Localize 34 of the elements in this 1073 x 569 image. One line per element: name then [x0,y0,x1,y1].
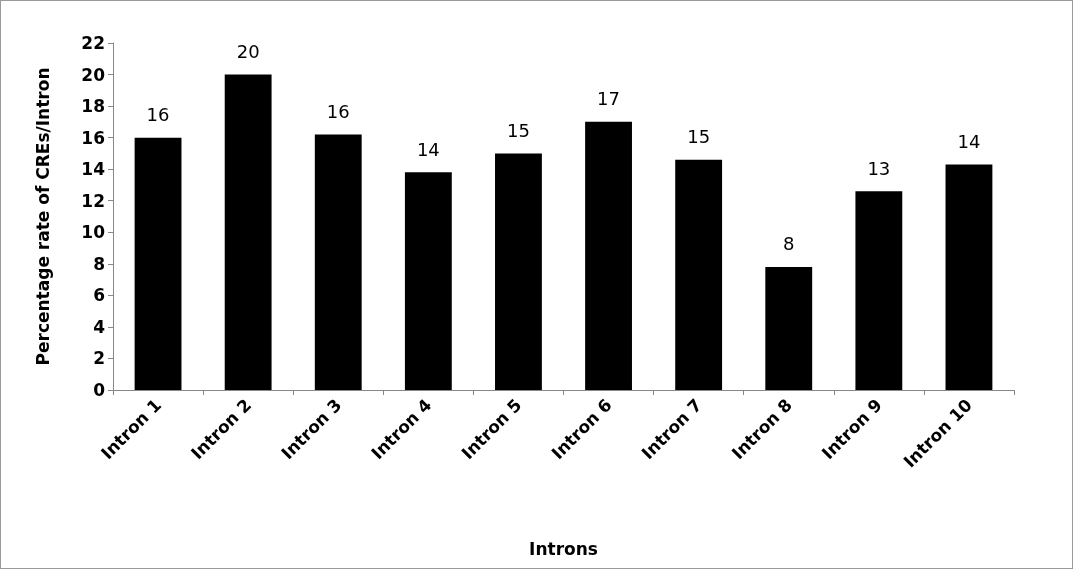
data-label: 13 [867,157,891,179]
bar [224,74,272,390]
y-axis-title: Percentage rate of CREs/Intron [32,67,53,366]
y-tick-label: 2 [93,348,105,369]
bar [314,134,362,390]
bar [855,191,903,390]
data-label: 20 [236,41,260,63]
data-label: 16 [146,104,170,126]
data-label: 8 [783,233,795,255]
bar [495,153,542,390]
y-tick-label: 22 [81,33,105,53]
y-tick-label: 10 [81,222,106,243]
data-label: 14 [416,138,440,160]
bar [945,164,993,390]
data-label: 16 [326,100,350,122]
data-label: 17 [597,88,620,110]
data-label: 14 [957,130,981,152]
bar [404,172,452,390]
bar [585,121,632,390]
y-tick-label: 12 [81,190,105,211]
bar [765,266,813,390]
data-label: 15 [687,126,711,148]
bar [675,159,723,390]
x-axis-title: Introns [529,538,598,559]
data-label: 15 [507,119,530,141]
y-tick-label: 4 [93,316,106,337]
y-tick-label: 18 [81,96,105,117]
y-tick-label: 16 [81,127,105,148]
y-tick-label: 8 [93,253,105,274]
bar [134,137,182,390]
y-tick-label: 6 [93,285,105,306]
y-tick-label: 14 [81,159,106,180]
y-tick-label: 20 [81,64,106,85]
y-tick-label: 0 [93,380,106,400]
